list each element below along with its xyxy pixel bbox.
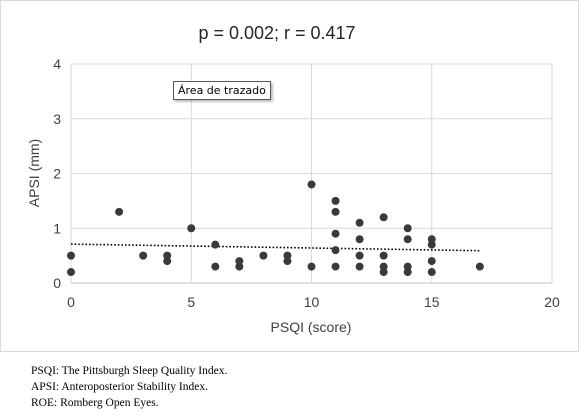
data-point	[355, 262, 364, 271]
data-point	[67, 251, 75, 260]
footnote-apsi: APSI: Anteroposterior Stability Index.	[31, 381, 208, 393]
data-point	[379, 251, 388, 260]
footnote-roe: ROE: Romberg Open Eyes.	[31, 397, 159, 409]
data-point	[427, 240, 436, 249]
data-point	[403, 268, 412, 277]
data-point	[187, 224, 196, 233]
data-point	[331, 262, 340, 271]
data-point	[331, 196, 340, 205]
data-point	[331, 207, 340, 216]
data-point	[355, 218, 364, 227]
data-point	[379, 262, 388, 271]
tick-labels: 0 1 2 3 4 0 5 10 15 20	[53, 56, 560, 310]
x-tick-label: 20	[544, 294, 560, 310]
y-axis-label: APSI (mm)	[26, 139, 42, 207]
data-point	[235, 257, 244, 266]
x-tick-label: 5	[187, 294, 195, 310]
trendline-group	[70, 243, 480, 252]
x-tick-label: 10	[304, 294, 320, 310]
gridlines	[70, 63, 553, 284]
data-point	[379, 268, 388, 277]
plot-area-tooltip: Área de trazado	[173, 81, 271, 100]
data-point	[403, 235, 412, 244]
chart-title: p = 0.002; r = 0.417	[198, 23, 355, 43]
data-point	[283, 257, 292, 266]
data-point	[427, 257, 436, 266]
y-tick-label: 1	[53, 220, 61, 236]
data-point	[403, 224, 412, 233]
chart-area[interactable]: 0 1 2 3 4 0 5 10 15 20 p = 0.002; r = 0.417 PSQI …	[0, 0, 579, 352]
data-point	[211, 240, 220, 249]
scatter-chart: 0 1 2 3 4 0 5 10 15 20 p = 0.002; r = 0.417 PSQI …	[26, 23, 560, 335]
data-point	[163, 257, 172, 266]
data-point	[355, 251, 364, 260]
data-point	[163, 251, 172, 260]
data-point	[331, 229, 340, 238]
data-point	[355, 235, 364, 244]
data-point	[115, 207, 124, 216]
data-point	[235, 262, 244, 271]
x-axis-label: PSQI (score)	[271, 319, 352, 335]
y-tick-label: 3	[53, 111, 61, 127]
trendline	[70, 243, 480, 252]
data-point	[283, 251, 292, 260]
data-point	[307, 262, 316, 271]
footnotes: PSQI: The Pittsburgh Sleep Quality Index…	[31, 363, 227, 411]
y-tick-label: 2	[53, 166, 61, 182]
x-tick-label: 0	[67, 294, 75, 310]
data-point	[139, 251, 148, 260]
x-tick-label: 15	[424, 294, 440, 310]
y-tick-label: 0	[53, 275, 61, 291]
data-point	[427, 235, 436, 244]
data-point	[379, 213, 388, 222]
data-point	[307, 180, 316, 189]
data-point	[403, 262, 412, 271]
y-tick-label: 4	[53, 56, 61, 72]
data-point	[211, 262, 220, 271]
data-point	[259, 251, 268, 260]
data-point	[475, 262, 484, 271]
data-point	[331, 246, 340, 255]
data-point	[67, 268, 75, 277]
data-points	[67, 180, 484, 277]
data-point	[427, 268, 436, 277]
footnote-psqi: PSQI: The Pittsburgh Sleep Quality Index…	[31, 365, 228, 377]
